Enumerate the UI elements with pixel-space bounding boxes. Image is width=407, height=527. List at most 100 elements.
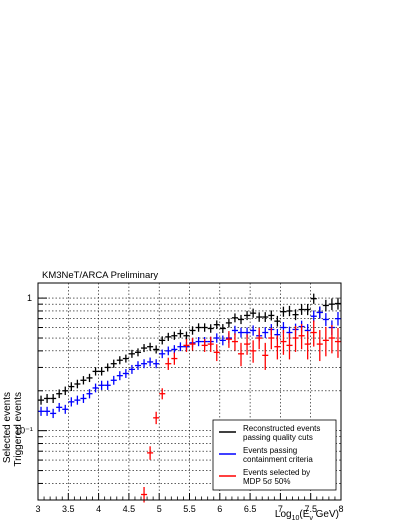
data-point [165, 332, 172, 341]
data-point [256, 312, 263, 322]
data-point [165, 346, 172, 356]
data-point [207, 336, 214, 352]
data-point [147, 357, 154, 367]
data-point [310, 310, 317, 323]
data-point [244, 334, 251, 355]
data-point [304, 331, 311, 360]
data-point [141, 359, 148, 369]
data-point [92, 383, 99, 393]
x-tick-label: 5 [157, 504, 162, 514]
data-point [237, 342, 245, 367]
data-point [213, 344, 220, 362]
data-point [322, 313, 329, 327]
data-point [122, 354, 129, 363]
x-tick-label: 7 [278, 504, 283, 514]
data-point [159, 388, 166, 400]
data-point [189, 337, 196, 351]
chart-title: KM3NeT/ARCA Preliminary [42, 270, 158, 281]
data-point [80, 394, 87, 403]
legend-label: Reconstructed events [243, 424, 320, 433]
data-point [207, 324, 214, 333]
data-point [68, 382, 75, 392]
series-3 [141, 320, 341, 503]
data-point [122, 369, 129, 378]
x-tick-label: 7.5 [304, 504, 317, 514]
data-point [334, 327, 341, 358]
legend-label: Events selected by [243, 468, 310, 477]
data-point [237, 314, 245, 325]
data-point [304, 304, 311, 316]
data-point [171, 352, 178, 365]
data-point [225, 318, 232, 328]
data-point [268, 327, 275, 350]
data-point [274, 335, 281, 360]
data-point [298, 324, 305, 350]
data-point [68, 397, 75, 407]
data-point [328, 325, 335, 354]
data-point [268, 310, 275, 321]
data-point [116, 356, 123, 365]
data-point [44, 406, 51, 416]
data-point [92, 367, 99, 376]
data-point [219, 324, 226, 333]
axis-ticks [37, 297, 342, 501]
data-point [274, 315, 281, 327]
data-point [50, 408, 57, 419]
data-point [147, 446, 154, 460]
data-point [153, 345, 160, 354]
data-point [165, 357, 172, 370]
data-point [110, 375, 117, 385]
data-point [292, 325, 299, 352]
data-point [141, 344, 148, 353]
data-point [195, 337, 202, 347]
data-point [195, 323, 202, 332]
y-tick-labels: 10⁻¹ 1 [15, 293, 33, 436]
data-point [231, 313, 238, 323]
data-point [280, 330, 287, 355]
x-tick-label: 4 [96, 504, 101, 514]
data-point [62, 386, 69, 396]
data-point [292, 309, 299, 321]
data-point [334, 312, 341, 326]
data-point [98, 367, 105, 376]
data-point [153, 411, 160, 425]
data-point [334, 297, 341, 310]
legend-label: Events passing [243, 446, 297, 455]
data-point [262, 312, 269, 322]
data-point [213, 320, 220, 330]
data-point [322, 299, 329, 312]
data-series [38, 293, 341, 503]
data-point [250, 325, 257, 336]
x-tick-label: 8 [338, 504, 343, 514]
data-point [159, 349, 166, 359]
y-tick-label: 10⁻¹ [15, 426, 33, 436]
data-point [128, 349, 135, 358]
data-point [50, 394, 57, 403]
data-point [159, 336, 166, 345]
data-point [134, 361, 142, 370]
y-axis-label-triggered: Triggered events [13, 392, 24, 467]
data-point [128, 364, 135, 374]
data-point [183, 339, 190, 352]
data-point [98, 380, 105, 390]
data-point [86, 373, 93, 383]
data-point [225, 331, 232, 348]
data-point [298, 304, 305, 315]
data-point [183, 331, 190, 340]
data-point [74, 395, 81, 405]
data-point [286, 333, 293, 360]
data-point [74, 379, 81, 389]
data-point [56, 389, 63, 399]
x-tick-labels: 3 3.5 4 4.5 5 5.5 6 6.5 7 7.5 8 [35, 504, 343, 514]
data-point [171, 345, 178, 354]
x-tick-label: 3 [35, 504, 40, 514]
data-point [110, 359, 117, 368]
legend-label: containment criteria [243, 455, 313, 464]
legend-label: passing quality cuts [243, 433, 313, 442]
data-point [316, 330, 323, 362]
